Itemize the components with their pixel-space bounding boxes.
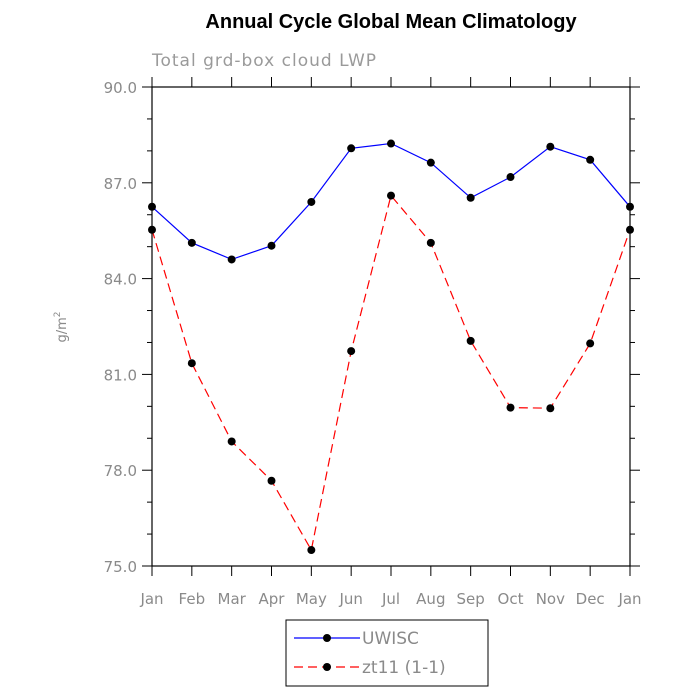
data-point-series-0: [307, 197, 316, 206]
data-point-series-1: [187, 359, 196, 368]
data-point-series-0: [466, 193, 475, 202]
series-line-0: [151, 142, 631, 261]
legend: UWISC zt11 (1-1): [285, 619, 489, 687]
data-point-series-1: [426, 238, 435, 247]
data-point-series-0: [187, 238, 196, 247]
y-axis-label: g/m2: [53, 311, 70, 342]
series-line-1: [151, 194, 631, 552]
data-point-series-1: [148, 225, 156, 234]
data-point-series-0: [267, 241, 276, 250]
series-layer: [148, 139, 634, 555]
x-tick-label: Apr: [259, 590, 286, 608]
data-point-series-0: [347, 144, 356, 153]
data-point-series-0: [546, 142, 555, 151]
x-axis: Jan Feb Mar Apr May Jun Jul Aug Sep Oct Nov Dec Jan: [139, 77, 642, 608]
data-point-series-1: [227, 437, 236, 446]
x-tick-label: Oct: [498, 590, 524, 608]
x-tick-label: Feb: [179, 590, 206, 608]
data-point-series-1: [307, 546, 316, 555]
chart-subtitle: Total grd-box cloud LWP: [151, 51, 377, 71]
data-point-series-0: [227, 255, 236, 264]
x-tick-label: May: [296, 590, 327, 608]
y-tick-label: 90.0: [104, 79, 137, 97]
data-point-series-0: [586, 155, 595, 164]
y-axis: 75.0 78.0 81.0 84.0 87.0 90.0: [104, 79, 640, 576]
plot-frame: [151, 86, 631, 567]
y-tick-label: 87.0: [104, 175, 137, 193]
chart-title: Annual Cycle Global Mean Climatology: [205, 11, 577, 33]
y-tick-label: 78.0: [104, 462, 137, 480]
data-point-series-1: [347, 347, 356, 356]
legend-marker-zt11: [323, 663, 331, 671]
data-point-series-1: [626, 225, 634, 234]
legend-label-uwisc: UWISC: [362, 629, 419, 649]
legend-label-zt11: zt11 (1-1): [362, 658, 446, 678]
x-tick-label: Dec: [576, 590, 605, 608]
x-tick-label: Mar: [218, 590, 247, 608]
legend-box: [285, 619, 489, 687]
data-point-series-0: [387, 139, 395, 148]
x-tick-label: Jan: [617, 590, 641, 608]
y-tick-label: 81.0: [104, 366, 137, 384]
x-tick-label: Nov: [536, 590, 565, 608]
data-point-series-0: [626, 202, 634, 211]
legend-marker-uwisc: [323, 634, 331, 642]
y-axis-label-text: g/m: [55, 317, 70, 342]
y-tick-label: 75.0: [104, 558, 137, 576]
x-tick-label: Sep: [457, 590, 485, 608]
data-point-series-1: [586, 339, 595, 348]
data-point-series-1: [267, 476, 276, 485]
data-point-series-0: [148, 202, 156, 211]
data-point-series-1: [546, 404, 555, 413]
data-point-series-1: [506, 403, 515, 412]
x-tick-label: Jan: [139, 590, 163, 608]
data-point-series-0: [506, 173, 515, 182]
x-tick-label: Jun: [338, 590, 362, 608]
data-point-series-0: [426, 158, 435, 167]
x-tick-label: Jul: [381, 590, 400, 608]
data-point-series-1: [387, 191, 395, 200]
data-point-series-1: [466, 336, 475, 345]
x-tick-label: Aug: [416, 590, 445, 608]
y-axis-label-superscript: 2: [53, 311, 63, 317]
y-tick-label: 84.0: [104, 271, 137, 289]
